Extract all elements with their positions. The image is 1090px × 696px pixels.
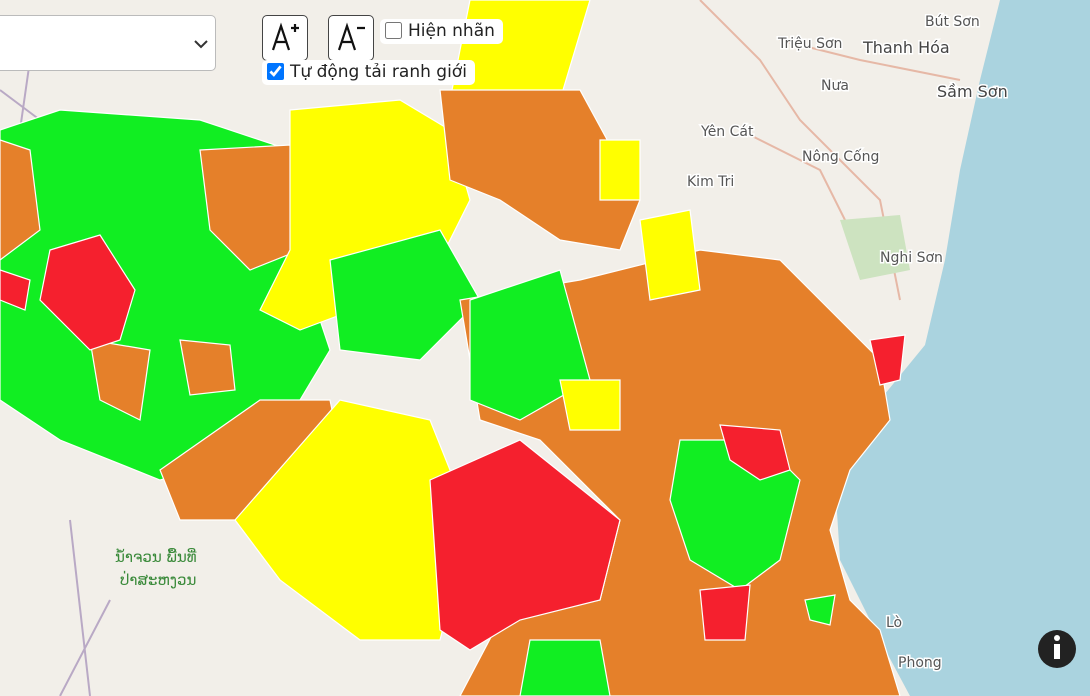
regions [0, 0, 906, 696]
place-label: Thanh Hóa [862, 38, 950, 57]
checkbox-label: Tự động tải ranh giới [290, 62, 467, 82]
chevron [194, 40, 208, 49]
auto-load-toggle[interactable]: Tự động tải ranh giới [262, 60, 475, 85]
place-label: Nông Cống [802, 148, 879, 165]
show-labels-toggle[interactable]: Hiện nhãn [380, 19, 503, 44]
park [840, 215, 910, 280]
zoom-in-text-button[interactable] [262, 15, 308, 61]
place-label: Kim Tri [687, 174, 734, 190]
place-label: Nưa [821, 78, 849, 94]
zoom-out-text-button[interactable] [328, 15, 374, 61]
checkbox[interactable] [385, 22, 402, 39]
place-label: ປ່າສະຫງວນ [120, 570, 196, 589]
checkbox-label: Hiện nhãn [408, 21, 495, 41]
icon [271, 22, 299, 51]
info-button[interactable] [1038, 630, 1076, 668]
place-label: ນ້ຳຈວນ ພື້ນທີ່ [115, 547, 197, 566]
icon [337, 22, 365, 51]
place-label: Sầm Sơn [937, 82, 1008, 101]
sea [835, 0, 1090, 696]
place-label: Yên Cát [700, 124, 754, 140]
place-label: Triệu Sơn [777, 36, 842, 52]
border [0, 59, 111, 696]
place-label: Lò [886, 615, 902, 631]
dropdown[interactable] [0, 15, 216, 71]
checkbox[interactable] [267, 63, 284, 80]
place-label: Bút Sơn [925, 14, 980, 30]
place-label: Nghi Sơn [880, 250, 943, 266]
place-label: Phong [898, 655, 942, 671]
